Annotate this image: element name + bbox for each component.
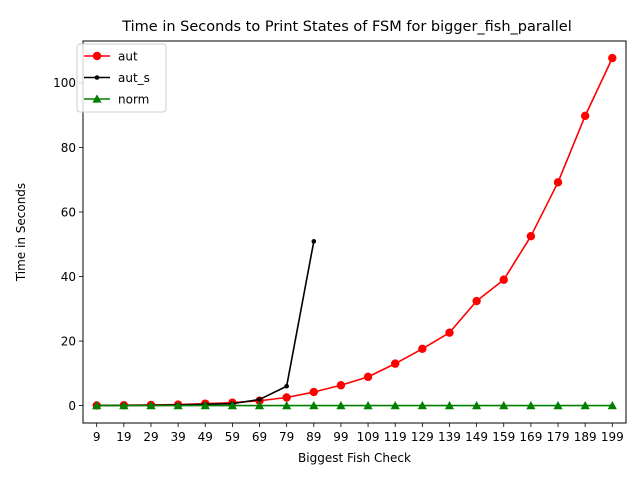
x-tick-label: 89 (306, 430, 321, 444)
data-point-norm (227, 400, 237, 410)
data-point-norm (472, 400, 482, 410)
y-axis-ticks: 0 20 40 60 80 100 (53, 76, 83, 413)
data-point-norm (499, 400, 509, 410)
x-tick-label: 79 (279, 430, 294, 444)
data-point-norm (200, 400, 210, 410)
legend-item-aut: aut (84, 49, 138, 63)
data-point-aut_s (311, 239, 317, 244)
data-point-aut (363, 372, 373, 382)
x-tick-label: 159 (492, 430, 515, 444)
y-axis-label: Time in Seconds (14, 183, 28, 282)
data-point-aut (580, 111, 590, 121)
x-tick-label: 39 (170, 430, 185, 444)
x-axis-ticks: 9 19 29 39 49 59 69 79 89 99 109 119 129 139 149 159 169… (93, 423, 624, 444)
data-point-norm (444, 400, 455, 410)
y-tick-label: 0 (68, 399, 76, 413)
x-tick-label: 109 (357, 430, 380, 444)
x-tick-label: 99 (333, 430, 348, 444)
x-tick-label: 139 (438, 430, 461, 444)
x-axis-label: Biggest Fish Check (298, 451, 411, 465)
data-point-aut_s (284, 383, 289, 389)
data-point-aut (336, 381, 346, 390)
x-tick-label: 189 (574, 430, 597, 444)
data-point-norm (526, 400, 536, 410)
data-point-norm (390, 400, 400, 410)
data-point-aut (309, 387, 318, 397)
legend-marker (92, 51, 102, 61)
series-norm (92, 400, 617, 410)
y-tick-label: 100 (53, 76, 76, 90)
data-point-norm (580, 400, 590, 410)
data-point-norm (607, 400, 617, 410)
y-tick-label: 20 (61, 334, 76, 348)
data-point-aut (526, 231, 536, 241)
x-tick-label: 19 (116, 430, 131, 444)
data-point-norm (146, 400, 156, 410)
data-point-norm (173, 400, 183, 410)
data-point-aut_s (257, 397, 262, 402)
legend-label: aut_s (118, 71, 150, 85)
y-tick-label: 60 (61, 205, 76, 219)
data-point-aut (445, 328, 454, 337)
legend-item-aut_s: aut_s (84, 71, 150, 85)
x-tick-label: 119 (384, 430, 407, 444)
data-point-norm (309, 400, 319, 410)
legend-label: aut (118, 49, 138, 63)
series-layer (92, 53, 617, 410)
y-tick-label: 40 (61, 270, 76, 284)
data-point-norm (363, 400, 373, 410)
x-tick-label: 199 (601, 430, 624, 444)
legend-item-norm: norm (84, 92, 149, 106)
data-point-norm (282, 400, 292, 410)
data-point-aut (499, 275, 508, 284)
data-point-aut (282, 393, 291, 402)
data-point-aut (553, 178, 563, 187)
legend-marker (94, 75, 100, 80)
legend-box (76, 43, 167, 113)
data-point-norm (254, 400, 265, 410)
data-point-aut (418, 344, 427, 353)
data-point-norm (336, 400, 346, 410)
y-tick-label: 80 (61, 141, 76, 155)
x-tick-label: 49 (198, 430, 213, 444)
axes-frame (82, 40, 627, 424)
x-tick-label: 9 (93, 430, 101, 444)
x-tick-label: 179 (547, 430, 570, 444)
x-tick-label: 59 (225, 430, 240, 444)
x-tick-label: 169 (519, 430, 542, 444)
data-point-aut (608, 53, 617, 63)
data-point-norm (92, 400, 102, 410)
data-point-norm (417, 400, 427, 410)
x-tick-label: 29 (143, 430, 158, 444)
legend-marker (92, 94, 102, 103)
chart-title: Time in Seconds to Print States of FSM f… (121, 19, 572, 35)
data-point-norm (553, 400, 563, 410)
data-point-norm (119, 400, 129, 410)
x-tick-label: 149 (465, 430, 488, 444)
legend-label: norm (118, 92, 149, 106)
plot-area: 9 19 29 39 49 59 69 79 89 99 109 119 129 139 149 159 169… (53, 40, 627, 444)
x-tick-label: 69 (252, 430, 267, 444)
data-point-aut (472, 296, 481, 306)
data-point-aut (391, 359, 400, 368)
x-tick-label: 129 (411, 430, 434, 444)
